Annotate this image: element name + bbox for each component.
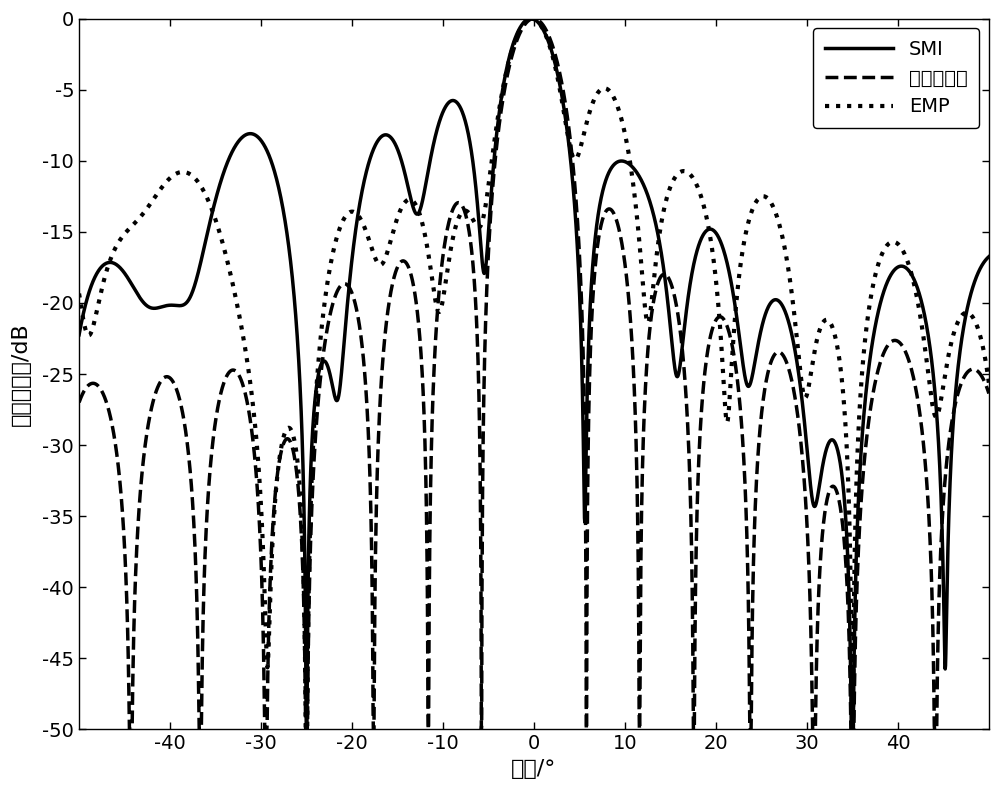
本发明方法 <box>422 724 434 734</box>
本发明方法 <box>868 386 880 395</box>
EMP <box>73 289 85 299</box>
Line: EMP: EMP <box>79 19 989 729</box>
SMI <box>231 139 243 149</box>
本发明方法 <box>123 724 135 734</box>
SMI <box>868 330 880 340</box>
本发明方法 <box>966 365 978 374</box>
SMI <box>462 126 474 136</box>
SMI <box>300 724 312 734</box>
本发明方法 <box>177 411 189 420</box>
Line: 本发明方法: 本发明方法 <box>79 19 989 729</box>
EMP <box>462 207 474 216</box>
EMP <box>983 378 995 388</box>
SMI <box>966 287 978 296</box>
SMI <box>73 330 85 340</box>
EMP <box>868 278 880 288</box>
EMP <box>300 724 312 734</box>
Line: SMI: SMI <box>79 19 989 729</box>
EMP <box>966 310 978 320</box>
Y-axis label: 归一化幅度/dB: 归一化幅度/dB <box>11 322 31 426</box>
SMI <box>525 14 537 24</box>
SMI <box>177 300 189 310</box>
EMP <box>177 167 189 177</box>
本发明方法 <box>462 219 474 228</box>
EMP <box>526 14 538 24</box>
本发明方法 <box>73 397 85 407</box>
SMI <box>983 252 995 261</box>
Legend: SMI, 本发明方法, EMP: SMI, 本发明方法, EMP <box>813 28 979 128</box>
SMI <box>422 166 434 175</box>
EMP <box>231 299 243 308</box>
本发明方法 <box>983 389 995 398</box>
本发明方法 <box>231 368 243 378</box>
EMP <box>422 249 434 258</box>
X-axis label: 角度/°: 角度/° <box>511 759 557 779</box>
本发明方法 <box>528 14 540 24</box>
